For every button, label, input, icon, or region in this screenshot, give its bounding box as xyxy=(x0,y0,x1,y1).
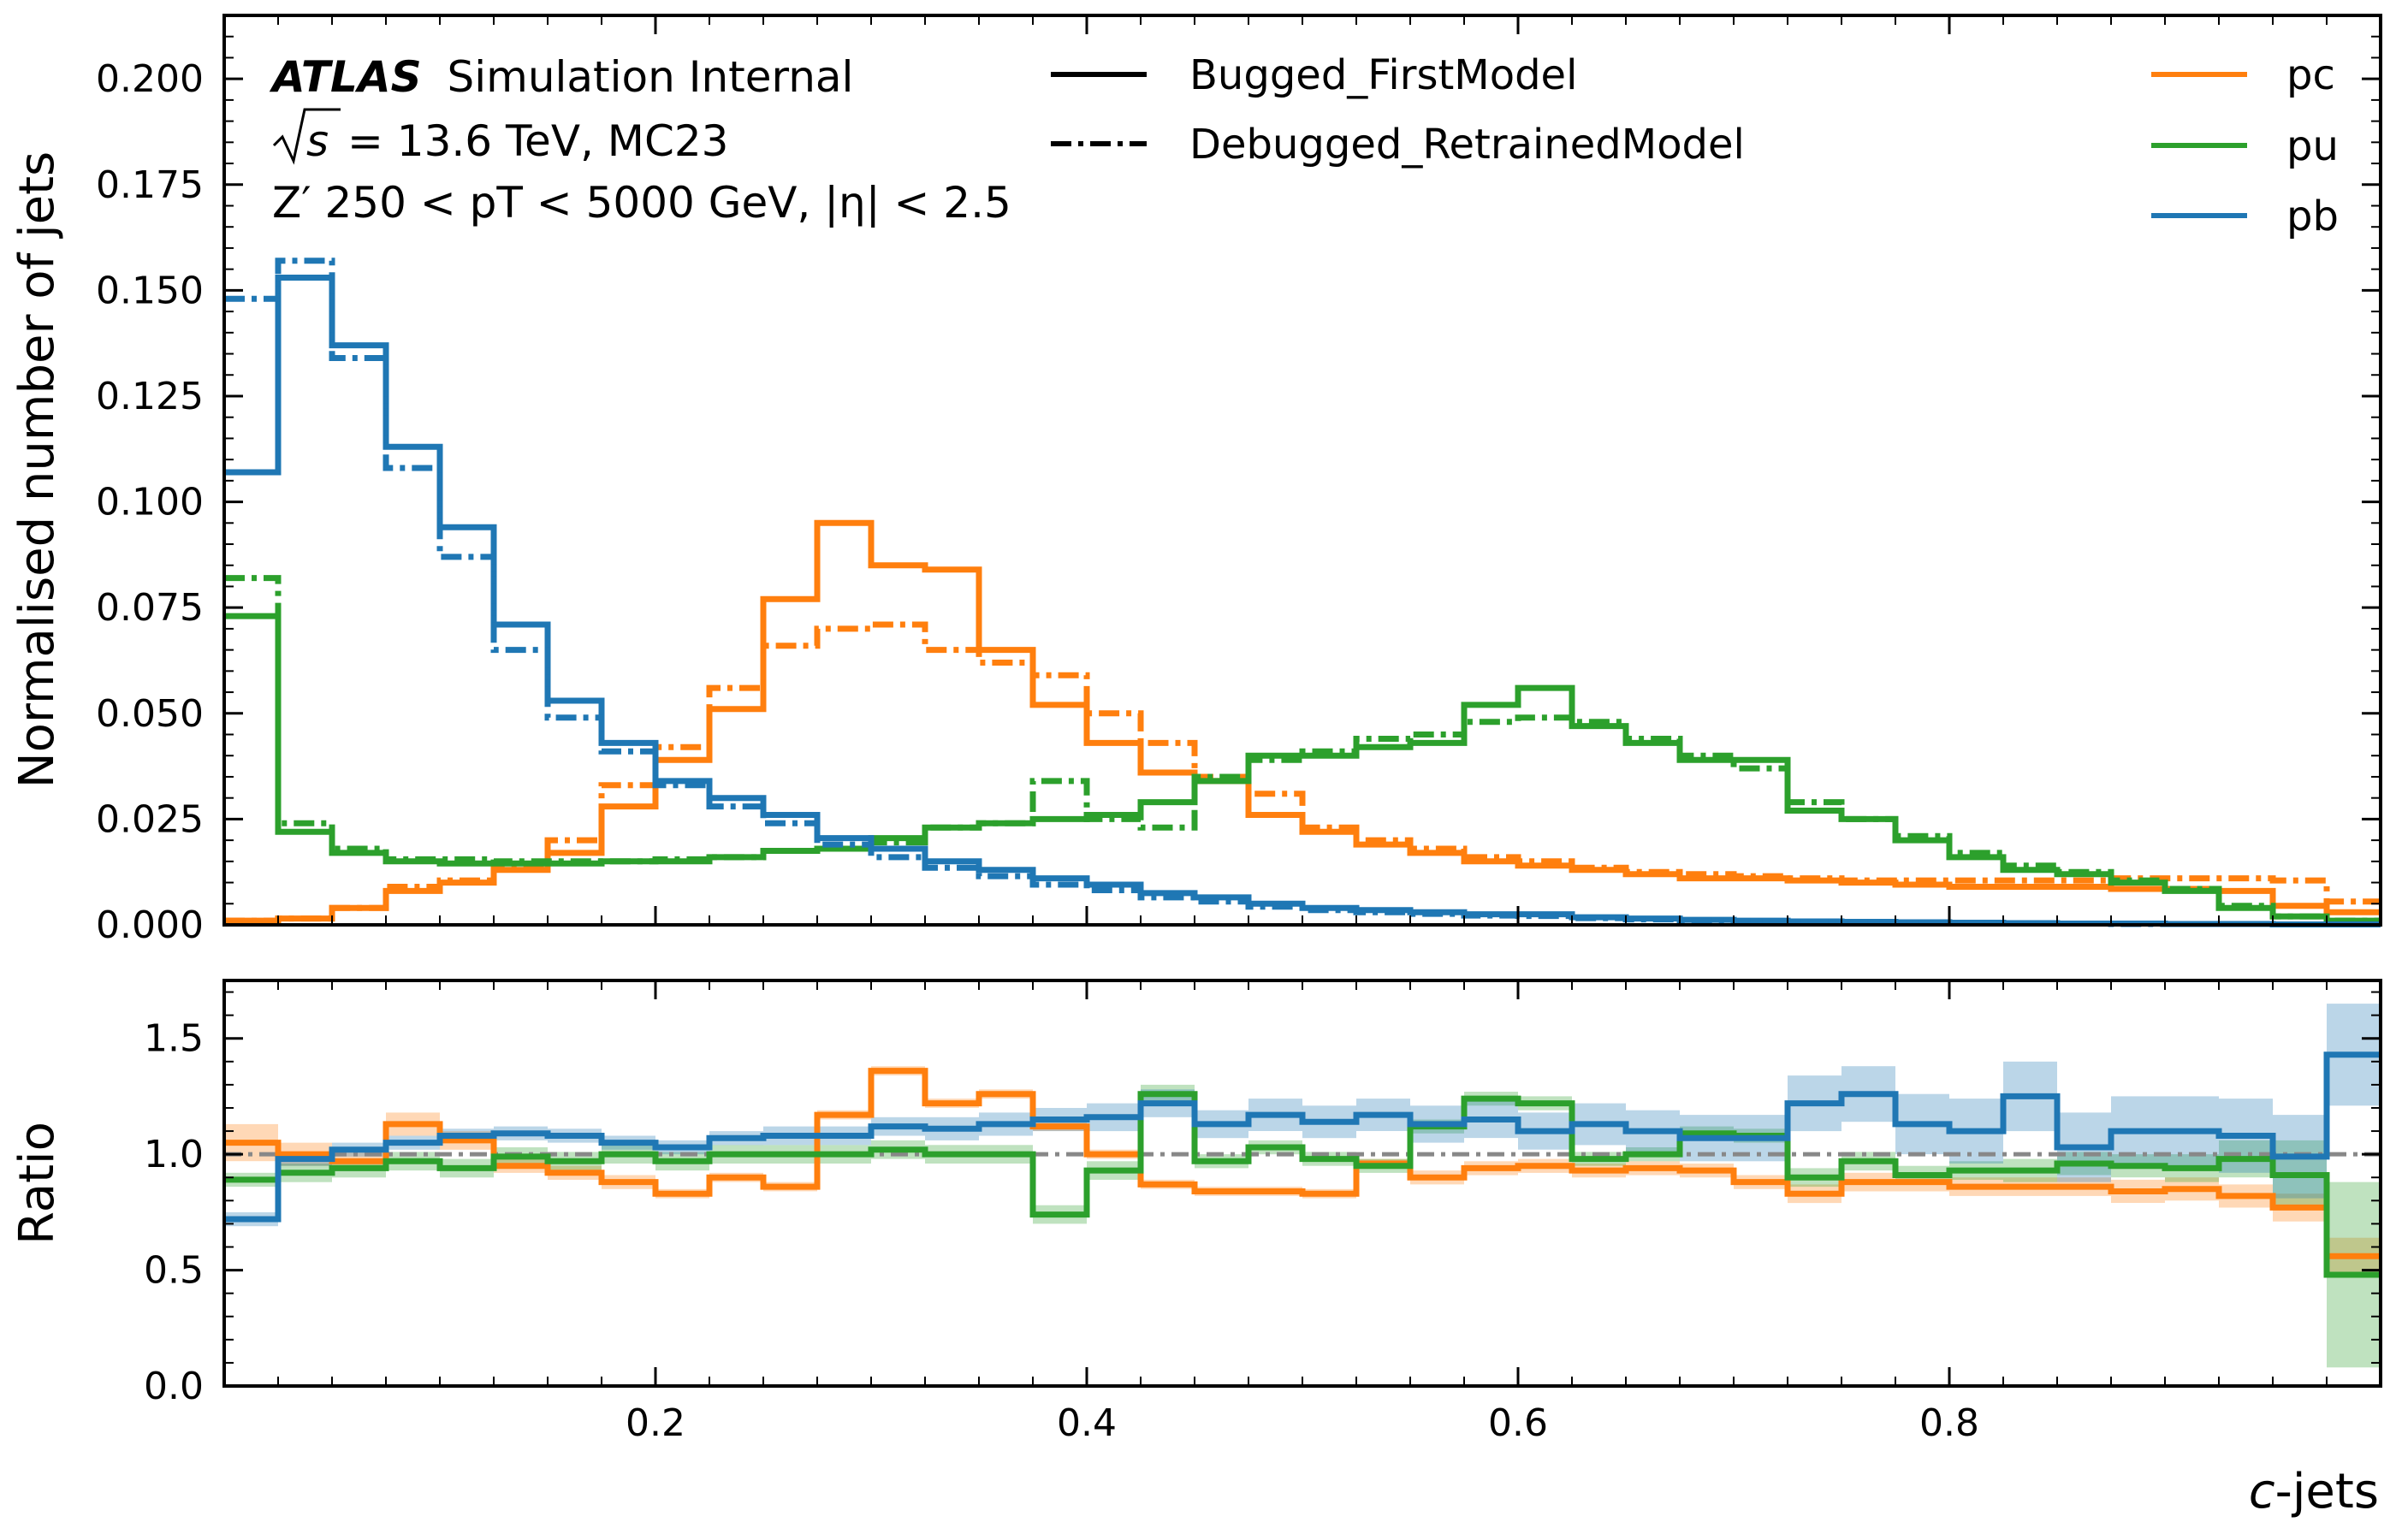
x-tick-label: 0.8 xyxy=(1919,1401,1979,1445)
ratio-panel: 0.0 0.5 1.0 1.5 0.2 0.4 0.6 0.8 Ratio c-jets xyxy=(9,979,2382,1519)
atlas-annotation: ATLAS Simulation Internal s = 13.6 TeV, … xyxy=(269,52,1011,228)
ratio-y-tick-label: 0.5 xyxy=(144,1249,204,1293)
histogram-axes-frame xyxy=(222,14,2382,927)
legend-label-pb: pb xyxy=(2286,192,2339,240)
legend-label-pu: pu xyxy=(2286,122,2339,170)
y-tick-label: 0.150 xyxy=(96,269,204,312)
histogram-series-pc-bugged xyxy=(224,519,2381,924)
y-tick-label: 0.075 xyxy=(96,586,204,630)
ratio-series-pu xyxy=(224,1091,2381,1278)
x-tick-label: 0.4 xyxy=(1057,1401,1117,1445)
energy-text: = 13.6 TeV, MC23 xyxy=(347,116,728,166)
atlas-label: ATLAS xyxy=(269,52,422,102)
energy-label: s = 13.6 TeV, MC23 xyxy=(272,108,728,166)
histogram-series-pb-debugged xyxy=(224,258,2381,927)
y-tick-label: 0.175 xyxy=(96,163,204,207)
svg-text:ATLAS Simulation Inter: ATLAS Simulation Internal xyxy=(269,52,853,102)
sqrt-symbol xyxy=(272,108,341,165)
ratio-series-pc xyxy=(224,1068,2381,1259)
legend-label-pc: pc xyxy=(2286,51,2335,99)
ratio-y-tick-label: 0.0 xyxy=(144,1365,204,1408)
style-legend: Bugged_FirstModel Debugged_RetrainedMode… xyxy=(1051,51,1745,169)
ratio-series-group xyxy=(224,1051,2381,1278)
x-axis-label: c-jets xyxy=(2249,1464,2379,1519)
atlas-status-label: Simulation Internal xyxy=(448,52,854,102)
color-legend: pc pu pb xyxy=(2151,51,2339,240)
histogram-series-group xyxy=(224,258,2381,927)
ratio-series-pb xyxy=(224,1051,2381,1223)
sqrt-s-symbol: s xyxy=(306,116,329,166)
ratio-y-tick-label: 1.5 xyxy=(144,1017,204,1061)
histogram-y-axis-label: Normalised number of jets xyxy=(9,151,65,788)
x-axis-label-prefix: c xyxy=(2249,1464,2275,1519)
y-tick-label: 0.100 xyxy=(96,481,204,524)
y-tick-label: 0.050 xyxy=(96,692,204,736)
ratio-y-axis-label: Ratio xyxy=(9,1122,65,1245)
histogram-series-pu-debugged xyxy=(224,575,2381,924)
x-tick-label: 0.2 xyxy=(626,1401,685,1445)
x-tick-label: 0.6 xyxy=(1488,1401,1548,1445)
legend-label-bugged: Bugged_FirstModel xyxy=(1189,51,1577,99)
y-tick-label: 0.200 xyxy=(96,57,204,101)
y-tick-label: 0.125 xyxy=(96,375,204,418)
legend-label-debugged: Debugged_RetrainedModel xyxy=(1189,121,1745,169)
histogram-panel: 0.000 0.025 0.050 0.075 0.100 0.125 0.150 0.175… xyxy=(9,14,2382,947)
y-tick-label: 0.000 xyxy=(96,903,204,947)
y-tick-label: 0.025 xyxy=(96,797,204,841)
x-axis-label-suffix: -jets xyxy=(2275,1464,2379,1519)
ratio-axes-frame xyxy=(222,979,2382,1388)
selection-label: Z′ 250 < pT < 5000 GeV, |η| < 2.5 xyxy=(272,178,1011,228)
ratio-y-tick-label: 1.0 xyxy=(144,1133,204,1176)
